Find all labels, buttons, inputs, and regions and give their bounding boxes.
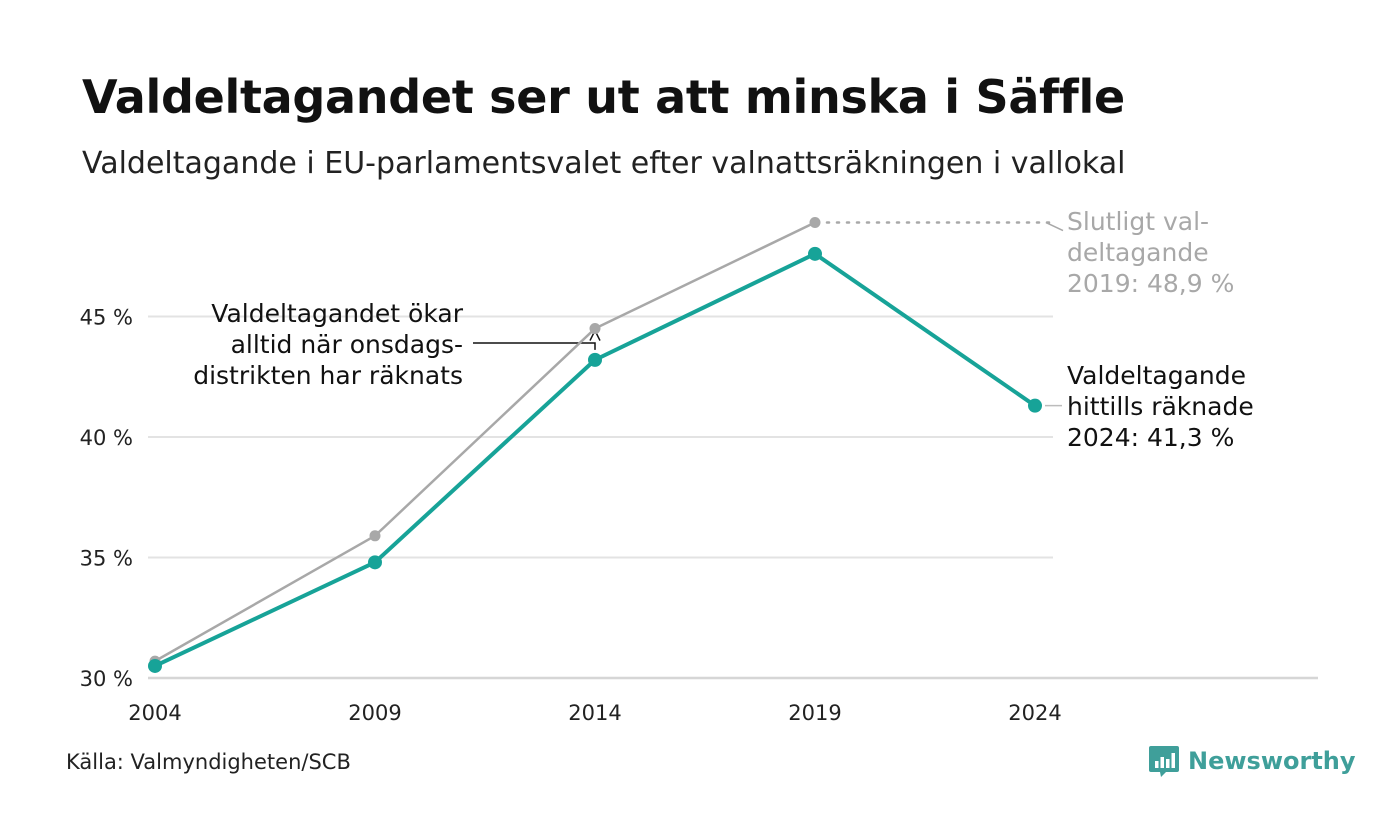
x-tick-label: 2024 [1008, 701, 1061, 725]
data-point-counted [808, 246, 822, 261]
x-tick-label: 2014 [568, 701, 621, 725]
y-tick-label: 35 % [80, 547, 133, 571]
annotation-final-2019: 2019: 48,9 % [1067, 269, 1234, 298]
annotation-wednesday: Valdeltagandet ökar [211, 299, 463, 328]
annotation-counted-2024: 2024: 41,3 % [1067, 423, 1234, 452]
annotation-counted-2024: hittills räknade [1067, 392, 1254, 421]
chart-subtitle: Valdeltagande i EU-parlamentsvalet efter… [82, 146, 1126, 181]
y-tick-label: 40 % [80, 426, 133, 450]
newsworthy-logo-icon [1149, 746, 1179, 777]
data-point-counted [588, 352, 602, 367]
x-tick-label: 2004 [128, 701, 181, 725]
data-point-final [369, 530, 381, 542]
y-tick-label: 45 % [80, 306, 133, 330]
series-line-final [154, 221, 816, 663]
newsworthy-brand: Newsworthy [1148, 744, 1356, 778]
chart-title: Valdeltagandet ser ut att minska i Säffl… [82, 70, 1125, 124]
annotation-wednesday: alltid när onsdags- [231, 330, 463, 359]
annotation-leader-final [1045, 221, 1064, 232]
annotation-counted-2024: Valdeltagande [1067, 361, 1246, 390]
annotation-final-2019: Slutligt val- [1067, 207, 1209, 236]
x-tick-label: 2019 [788, 701, 841, 725]
data-point-counted [1028, 398, 1042, 413]
data-point-final [589, 323, 601, 335]
data-point-final [809, 217, 821, 229]
annotation-arrow-line [473, 342, 596, 350]
brand-name: Newsworthy [1188, 747, 1356, 775]
source-note: Källa: Valmyndigheten/SCB [66, 750, 351, 774]
data-point-counted [148, 658, 162, 673]
annotation-final-2019: deltagande [1067, 238, 1209, 267]
annotation-wednesday: distrikten har räknats [193, 361, 463, 390]
x-tick-label: 2009 [348, 701, 401, 725]
data-point-counted [368, 555, 382, 570]
y-tick-label: 30 % [80, 667, 133, 691]
